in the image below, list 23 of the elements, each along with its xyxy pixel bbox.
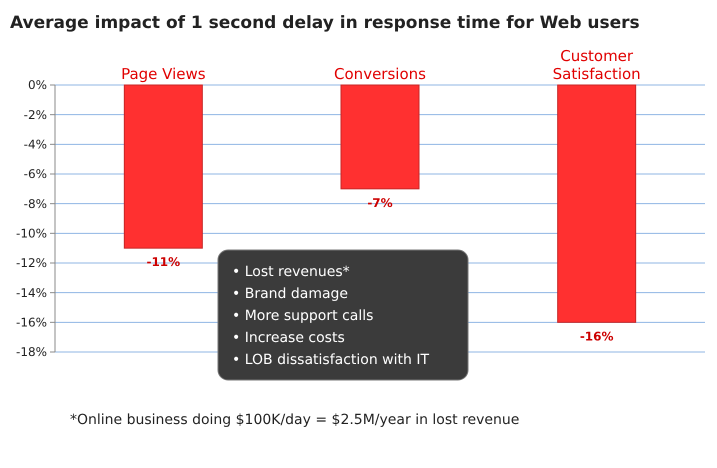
y-tick-label: -14% <box>16 286 47 300</box>
y-tick-label: -16% <box>16 316 47 330</box>
y-tick-label: -8% <box>24 196 47 211</box>
y-tick-label: -10% <box>16 226 47 241</box>
x-tick-label: Conversions <box>334 65 426 83</box>
text: *Online business doing $100K/day = $2.5M/year in lost revenue <box>70 412 520 428</box>
data-label: -7% <box>367 196 393 210</box>
annotation: • Increase costs <box>232 330 345 346</box>
y-tick-label: -2% <box>24 108 47 122</box>
chart-title: Average impact of 1 second delay in response time for Web users <box>10 13 640 33</box>
y-tick-label: -12% <box>16 256 47 270</box>
y-tick-label: -6% <box>24 167 47 182</box>
annotation: • Lost revenues* <box>232 264 350 280</box>
annotation: • More support calls <box>232 308 374 324</box>
y-tick-label: -4% <box>24 138 47 152</box>
data-label: -16% <box>580 329 614 344</box>
x-tick-label: Page Views <box>121 65 206 83</box>
y-tick-label: -18% <box>16 345 47 360</box>
x-tick-label: Customer Satisfaction <box>552 47 641 83</box>
y-tick-label: 0% <box>28 78 47 92</box>
annotation: • LOB dissatisfaction with IT <box>232 352 430 368</box>
data-label: -11% <box>146 255 180 270</box>
annotation: • Brand damage <box>232 286 348 302</box>
